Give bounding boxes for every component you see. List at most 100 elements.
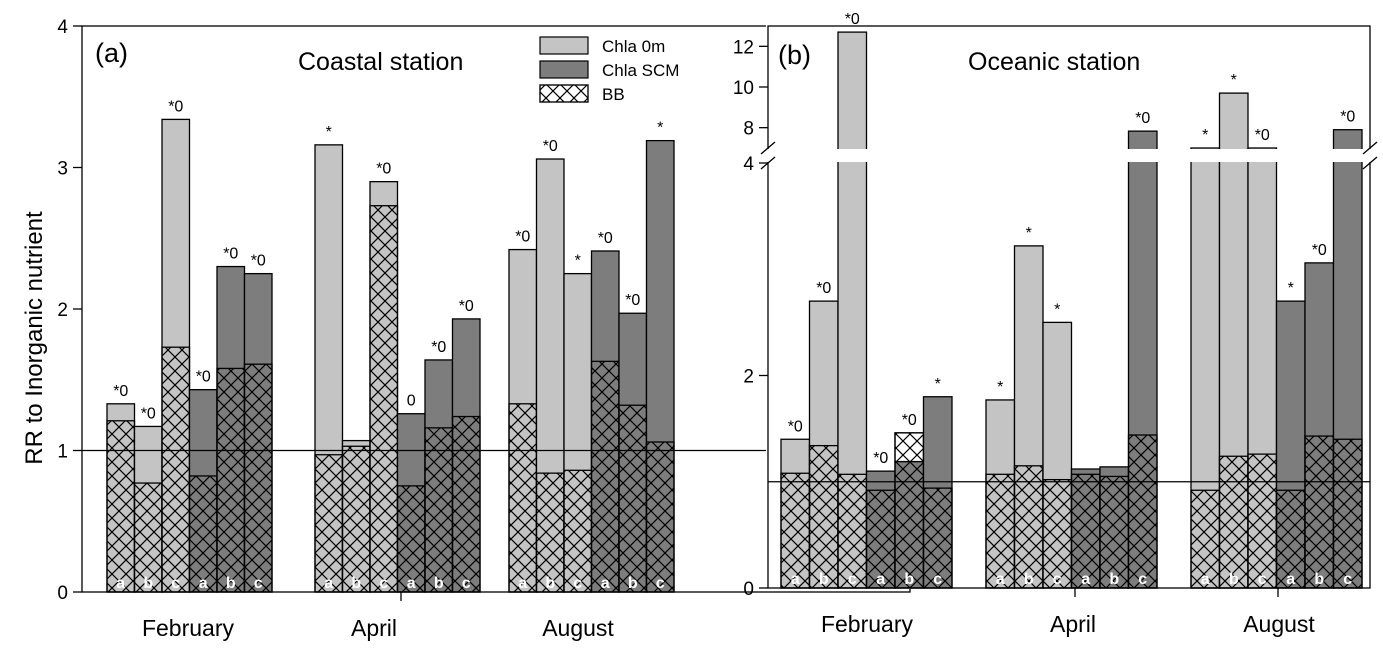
significance-label: * xyxy=(1288,280,1294,297)
panel-b-bar-february-b-scm: b *0 xyxy=(894,412,925,589)
panel-b-tag: (b) xyxy=(778,40,811,70)
panel-b-bar-february-b-0m: b *0 xyxy=(808,280,839,589)
significance-label: *0 xyxy=(251,253,266,270)
bar-letter: a xyxy=(1286,571,1295,588)
bb-bar xyxy=(1127,434,1158,589)
panel-b-group-label-august: August xyxy=(1243,611,1315,637)
legend-label-bb: BB xyxy=(602,85,625,104)
legend-swatch-chla-0m xyxy=(539,36,589,55)
panel-a-bar-april-b-0m: b xyxy=(341,439,371,593)
bb-bar xyxy=(1190,489,1221,589)
panel-b-title: Oceanic station xyxy=(968,48,1140,76)
panel-a-ytick-label-4: 4 xyxy=(57,17,68,38)
bb-bar xyxy=(1332,438,1363,589)
panel-a-bar-april-c-0m: c *0 xyxy=(369,161,399,593)
bar-letter: a xyxy=(791,571,800,588)
panel-a-group-label-august: August xyxy=(542,615,614,641)
panel-b-bar-august-b-0m: b* xyxy=(1218,72,1249,589)
panel-a-bar-august-b-0m: b *0 xyxy=(535,138,565,593)
panel-b-ytick-label-4: 10 xyxy=(733,78,754,99)
panel-b-bar-april-a-scm: a xyxy=(1070,468,1101,589)
bb-bar xyxy=(188,475,218,593)
y-axis-label: RR to Inorganic nutrient xyxy=(21,211,48,465)
significance-label: *0 xyxy=(376,161,391,178)
significance-label: *0 xyxy=(223,246,238,263)
significance-label: *0 xyxy=(431,339,446,356)
bb-bar xyxy=(1013,465,1044,589)
bb-bar xyxy=(243,363,273,593)
bb-bar xyxy=(508,403,538,593)
legend-label-chla-scm: Chla SCM xyxy=(602,61,679,80)
significance-label: *0 xyxy=(543,138,558,155)
panel-b-ytick-label-5: 12 xyxy=(733,37,754,58)
panel-b-bar-april-a-0m: a* xyxy=(985,379,1016,589)
panel-b-bar-april-c-0m: c* xyxy=(1042,301,1073,589)
bb-bar xyxy=(645,441,675,593)
panel-b-bar-april-b-0m: b* xyxy=(1013,225,1044,589)
legend: Chla 0m Chla SCM BB xyxy=(539,36,679,104)
bar-letter: a xyxy=(518,575,527,592)
bar-letter: c xyxy=(573,575,582,592)
panel-b-group-label-april: April xyxy=(1050,611,1096,637)
significance-label: * xyxy=(1202,127,1208,144)
bb-bar xyxy=(369,205,399,593)
bar-letter: c xyxy=(848,571,857,588)
bar-letter: b xyxy=(1314,571,1324,588)
bb-bar xyxy=(396,485,426,593)
panel-b-group-label-february: February xyxy=(821,611,914,637)
legend-item-bb: BB xyxy=(539,84,625,104)
bar-letter: b xyxy=(143,575,153,592)
bar-letter: c xyxy=(462,575,471,592)
panel-b-bar-august-a-scm: a* xyxy=(1275,280,1306,589)
panel-a-bars: a*0b*0c*0a*0b*0c*0a*b c*0a0b*0c*0a*0b*0c*… xyxy=(106,98,675,593)
bb-bar xyxy=(780,472,811,589)
significance-label: *0 xyxy=(845,11,860,28)
bar-letter: b xyxy=(1229,571,1239,588)
significance-label: * xyxy=(935,376,941,393)
bar-letter: a xyxy=(1081,571,1090,588)
significance-label: *0 xyxy=(515,229,530,246)
panel-a-bar-august-a-0m: a *0 xyxy=(508,229,538,593)
panel-b-bar-february-c-0m: c *0 xyxy=(837,11,868,589)
bar-letter: b xyxy=(904,571,914,588)
significance-label: * xyxy=(326,124,332,141)
panel-a-bar-april-b-scm: b *0 xyxy=(424,339,454,593)
panel-a-bar-april-a-0m: a* xyxy=(314,124,344,593)
bar-letter: a xyxy=(601,575,610,592)
bb-bar xyxy=(424,427,454,593)
axis-break-mark-left-upper xyxy=(760,141,776,155)
significance-label: * xyxy=(1026,225,1032,242)
panel-b-frame-box xyxy=(767,25,1371,589)
bar-letter: c xyxy=(1343,571,1352,588)
bb-bar xyxy=(618,404,648,593)
bar-letter: a xyxy=(116,575,125,592)
legend-swatch-bb-hatch xyxy=(539,84,589,103)
panel-a-bar-february-a-scm: a *0 xyxy=(188,369,218,593)
bar-letter: c xyxy=(1138,571,1147,588)
bb-bar xyxy=(341,445,371,593)
panel-b-bar-april-b-scm: b xyxy=(1099,466,1130,589)
bar-letter: c xyxy=(254,575,263,592)
panel-a-bar-august-c-0m: c* xyxy=(563,253,593,593)
panel-a-ytick-label-3: 3 xyxy=(57,159,68,180)
bb-bar xyxy=(106,420,136,593)
panel-oceanic: a*0b*0c*0a*0b*0c*a*b*c*a b c*0a*b*c*0a*b*0… xyxy=(733,11,1382,637)
panel-a-bar-february-b-0m: b *0 xyxy=(133,405,163,593)
significance-label: *0 xyxy=(1312,242,1327,259)
bb-bar xyxy=(1218,455,1249,589)
panel-a-bar-february-c-scm: c *0 xyxy=(243,253,273,593)
significance-label: *0 xyxy=(141,405,156,422)
significance-label: * xyxy=(657,120,663,137)
panel-a-bar-august-b-scm: b *0 xyxy=(618,292,648,593)
panel-b-bar-april-c-scm: c *0 xyxy=(1127,110,1158,589)
bar-letter: a xyxy=(876,571,885,588)
panel-b-ytick-label-0: 0 xyxy=(743,579,754,600)
significance-label: 0 xyxy=(407,393,416,410)
bb-bar xyxy=(451,415,481,593)
axis-break-mark-right-upper xyxy=(1362,141,1378,155)
significance-label: * xyxy=(1231,72,1237,89)
bar-letter: b xyxy=(545,575,555,592)
significance-label: *0 xyxy=(196,369,211,386)
panel-b-ytick-label-3: 8 xyxy=(743,119,754,140)
